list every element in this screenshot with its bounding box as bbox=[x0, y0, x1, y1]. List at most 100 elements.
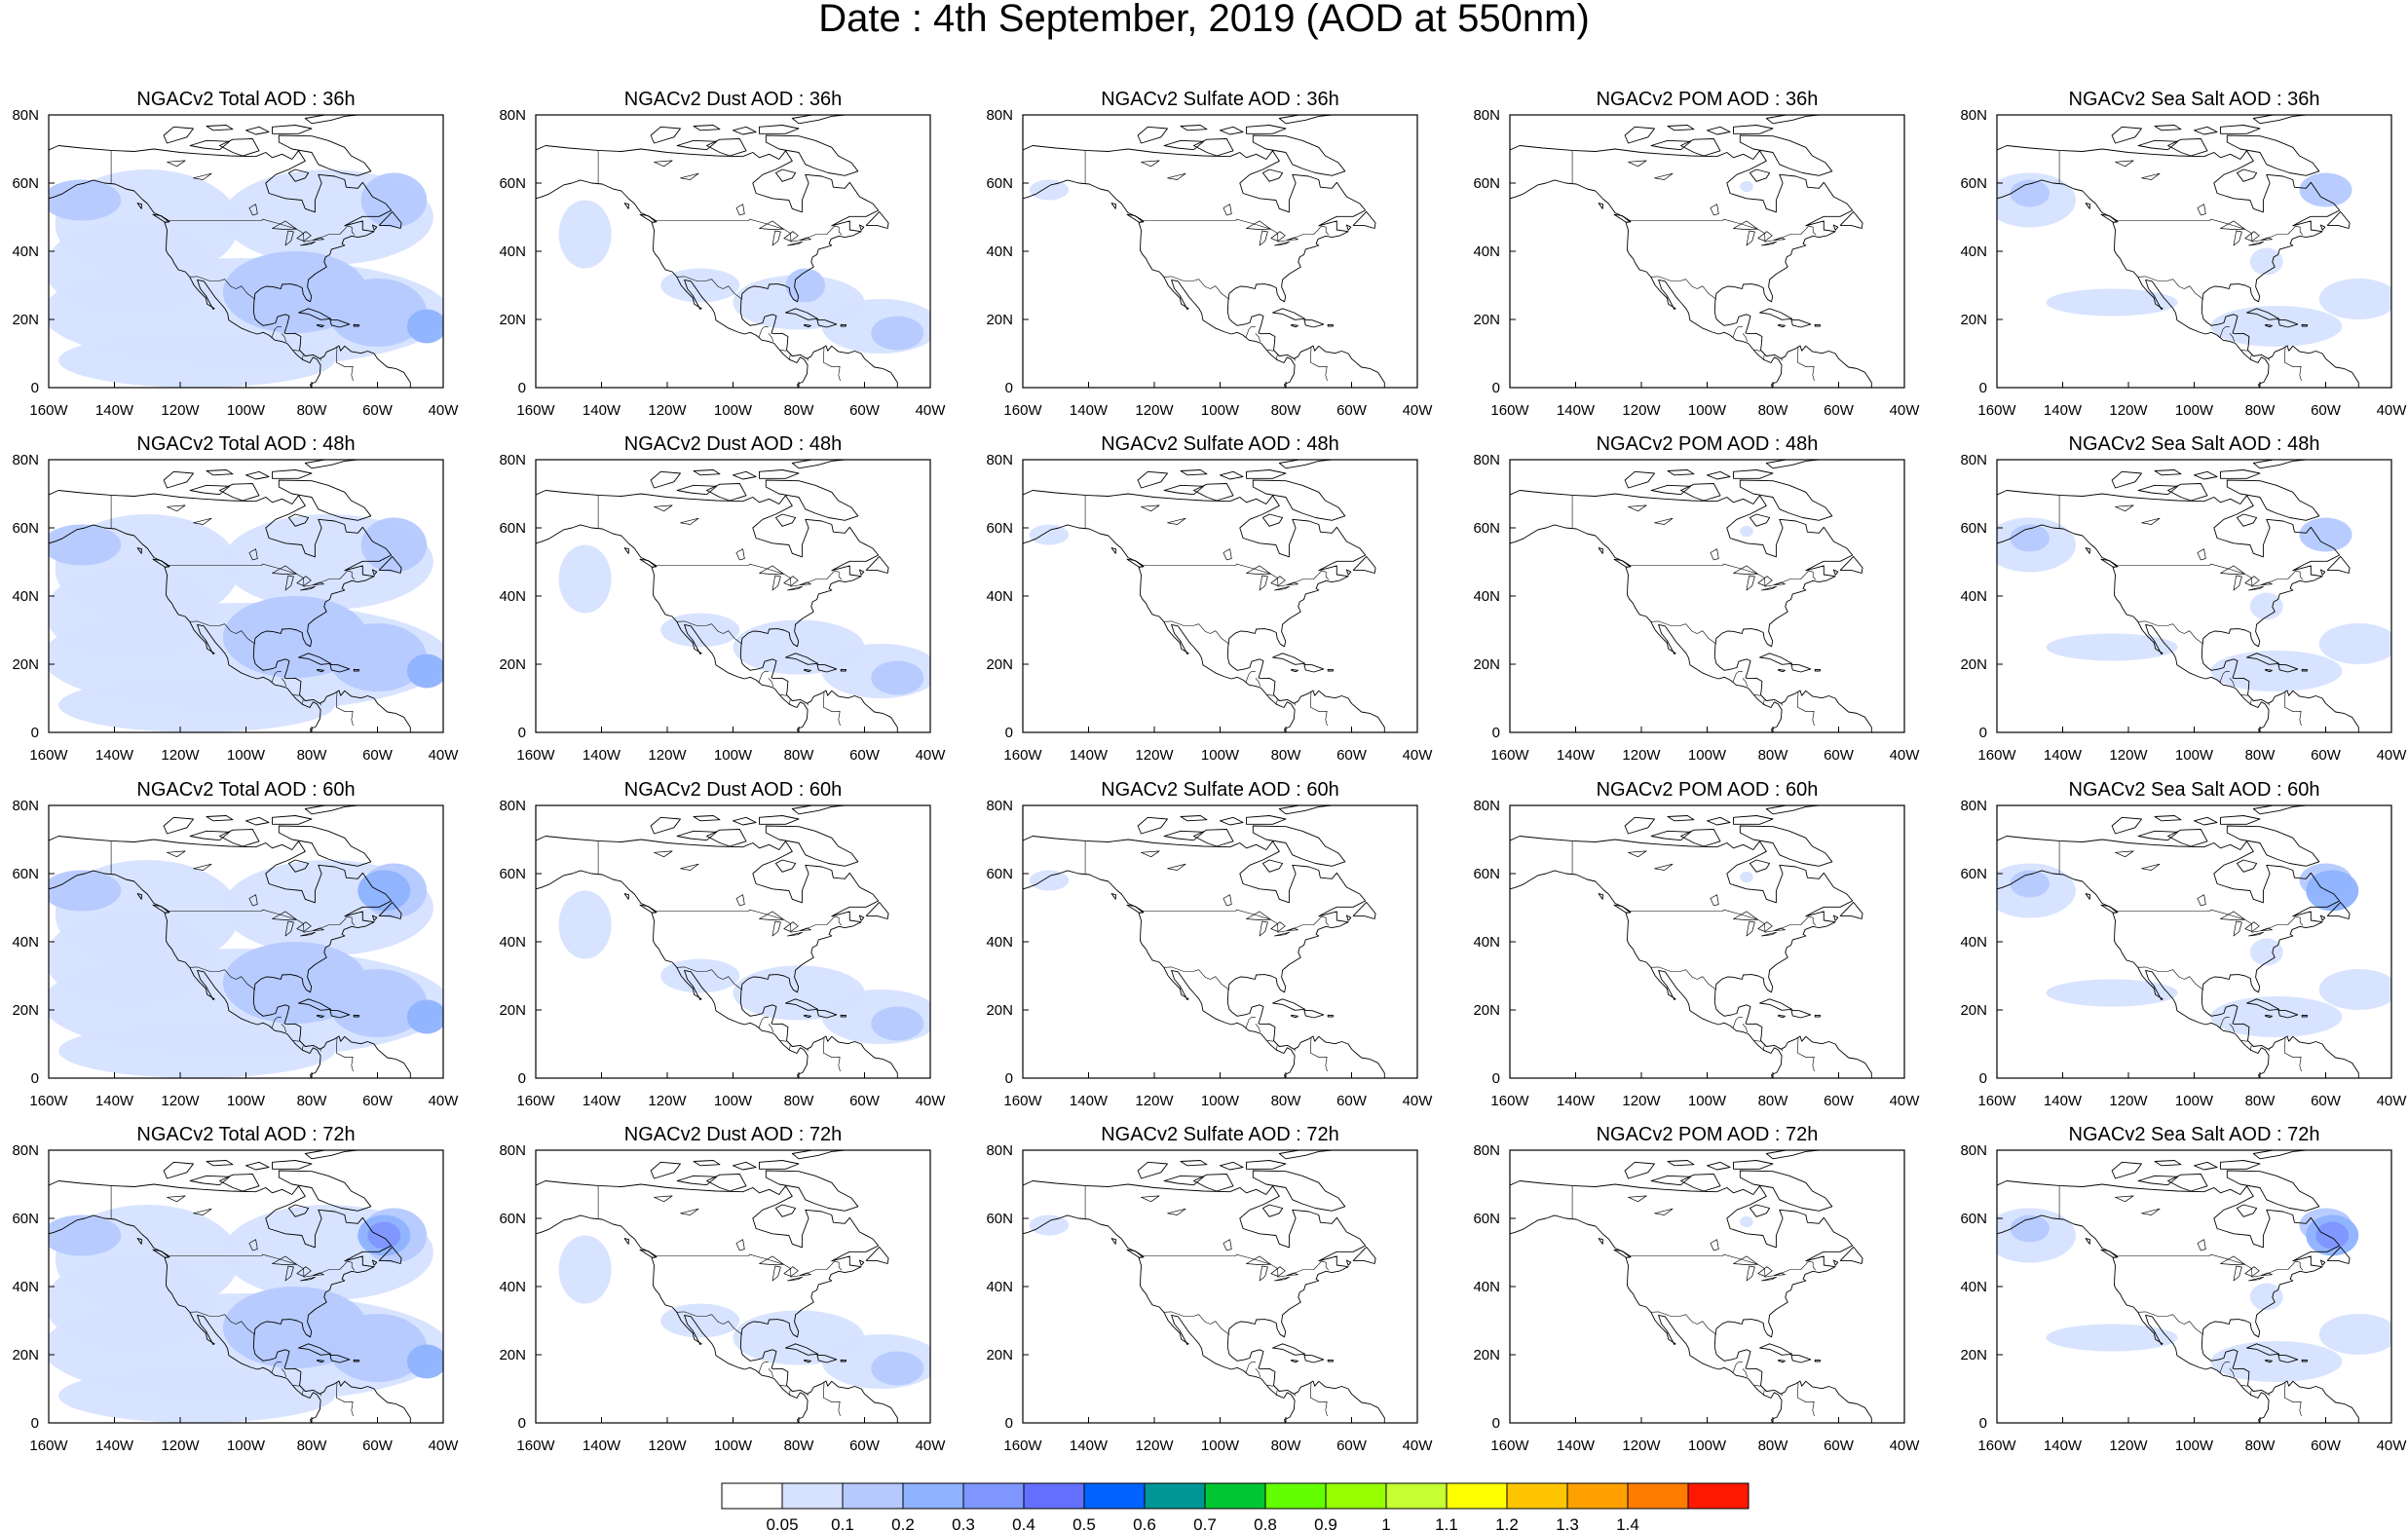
border bbox=[1796, 691, 1815, 727]
colorbar-swatch bbox=[1023, 1482, 1085, 1510]
island bbox=[1246, 815, 1287, 825]
island bbox=[1126, 1249, 1144, 1258]
border bbox=[2249, 1390, 2252, 1396]
lake bbox=[735, 548, 745, 561]
island bbox=[804, 323, 811, 328]
aod-shading bbox=[1029, 870, 1070, 891]
x-tick-label: 40W bbox=[2377, 747, 2408, 764]
border bbox=[281, 1368, 286, 1378]
island bbox=[298, 1343, 332, 1356]
y-tick-label: 20N bbox=[1960, 1347, 1987, 1363]
island bbox=[1749, 168, 1771, 182]
island bbox=[245, 126, 270, 135]
border bbox=[301, 699, 304, 705]
island bbox=[1272, 1343, 1306, 1356]
x-tick-label: 100W bbox=[227, 1093, 266, 1109]
lake bbox=[1274, 1276, 1291, 1282]
island bbox=[2326, 901, 2351, 919]
aod-shading bbox=[558, 1235, 930, 1389]
border bbox=[1255, 1024, 1260, 1033]
border bbox=[2118, 1253, 2304, 1278]
aod-region bbox=[2318, 623, 2391, 664]
x-tick-label: 120W bbox=[2109, 402, 2148, 419]
border bbox=[1255, 678, 1260, 688]
coastline bbox=[49, 836, 411, 1078]
border bbox=[2219, 671, 2230, 684]
lake bbox=[1223, 894, 1232, 907]
lake bbox=[1654, 1208, 1674, 1215]
lake bbox=[2244, 921, 2260, 932]
x-tick-label: 160W bbox=[1977, 402, 2016, 419]
border bbox=[2118, 218, 2304, 243]
x-tick-label: 160W bbox=[29, 747, 68, 764]
border bbox=[676, 276, 743, 300]
lake bbox=[680, 863, 699, 871]
island bbox=[353, 323, 360, 327]
lake bbox=[2197, 894, 2206, 907]
island bbox=[2167, 138, 2208, 157]
island bbox=[1272, 308, 1306, 320]
lake bbox=[735, 204, 745, 216]
coastlines bbox=[49, 460, 411, 732]
border bbox=[2268, 1048, 2270, 1052]
island bbox=[2111, 816, 2142, 835]
island bbox=[1352, 1246, 1376, 1264]
x-tick-label: 140W bbox=[583, 747, 621, 764]
y-tick-label: 40N bbox=[12, 588, 39, 605]
coastline bbox=[1997, 1214, 2270, 1423]
aod-region bbox=[2046, 979, 2178, 1007]
aod-region bbox=[49, 179, 122, 221]
aod-region bbox=[49, 1214, 122, 1256]
aod-region bbox=[406, 1344, 443, 1379]
island bbox=[272, 469, 313, 479]
x-tick-label: 60W bbox=[362, 1093, 394, 1109]
y-tick-label: 20N bbox=[499, 312, 526, 328]
island bbox=[1163, 1175, 1205, 1186]
border bbox=[807, 702, 809, 706]
border bbox=[1266, 1039, 1275, 1042]
panel-title: NGACv2 POM AOD : 36h bbox=[1597, 89, 1819, 110]
colorbar-swatch bbox=[781, 1482, 844, 1510]
island bbox=[1220, 126, 1244, 135]
coastlines bbox=[1510, 1150, 1872, 1423]
island bbox=[2252, 1150, 2307, 1160]
panel-title: NGACv2 Total AOD : 48h bbox=[136, 433, 355, 455]
island bbox=[2252, 115, 2307, 125]
colorbar-label: 1.2 bbox=[1495, 1515, 1519, 1531]
lake bbox=[1757, 231, 1773, 242]
x-tick-label: 60W bbox=[1824, 747, 1855, 764]
colorbar-swatch bbox=[1264, 1482, 1327, 1510]
border bbox=[758, 1362, 769, 1374]
island bbox=[2252, 805, 2307, 815]
island bbox=[152, 213, 169, 223]
island bbox=[1180, 125, 1208, 131]
island bbox=[2154, 1160, 2182, 1167]
y-tick-label: 80N bbox=[499, 1142, 526, 1159]
coastline bbox=[1023, 145, 1385, 388]
x-tick-label: 80W bbox=[297, 1093, 328, 1109]
aod-shading bbox=[49, 860, 443, 1078]
lake bbox=[300, 931, 317, 937]
y-tick-label: 80N bbox=[1473, 107, 1500, 124]
coastlines bbox=[536, 460, 898, 732]
island bbox=[2226, 1170, 2320, 1212]
island bbox=[2246, 308, 2280, 320]
island bbox=[1778, 1014, 1786, 1019]
map-panel: NGACv2 Dust AOD : 36h 160W 140W 120W 100W 80W… bbox=[499, 89, 946, 419]
aod-region bbox=[58, 678, 335, 732]
island bbox=[152, 558, 169, 568]
coastlines bbox=[1510, 805, 1872, 1078]
aod-region bbox=[49, 1255, 217, 1352]
island bbox=[623, 203, 629, 209]
border bbox=[1294, 702, 1296, 706]
island bbox=[1680, 483, 1721, 502]
colorbar-label: 0.1 bbox=[831, 1515, 854, 1531]
border bbox=[335, 1037, 354, 1072]
lake bbox=[1223, 1239, 1232, 1251]
island bbox=[1163, 484, 1205, 496]
y-tick-label: 80N bbox=[12, 107, 39, 124]
colorbar-label: 0.3 bbox=[952, 1515, 975, 1531]
y-tick-label: 40N bbox=[986, 243, 1013, 260]
y-tick-label: 80N bbox=[986, 1142, 1013, 1159]
aod-region bbox=[360, 517, 428, 573]
